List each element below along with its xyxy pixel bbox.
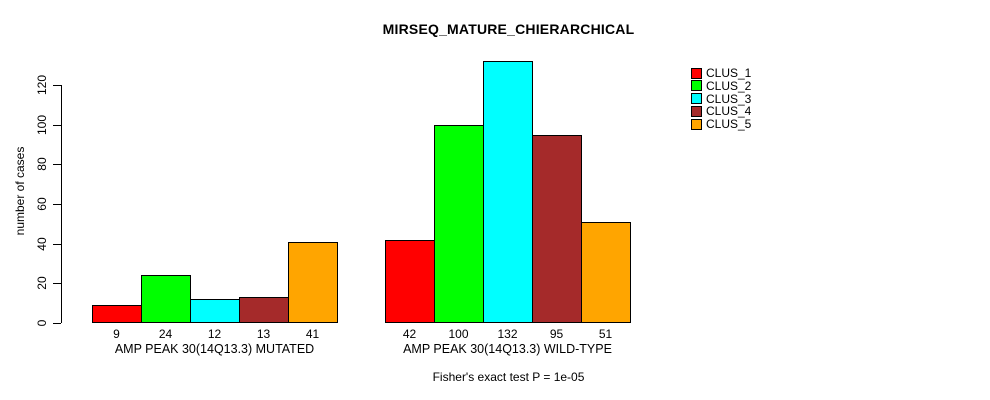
bar-value-label: 100 — [448, 327, 469, 341]
bar-clus_1 — [385, 240, 435, 323]
y-axis-title: number of cases — [13, 146, 27, 236]
bar-value-label: 51 — [598, 327, 613, 341]
chart-title: MIRSEQ_MATURE_CHIERARCHICAL — [382, 21, 635, 37]
legend-label-clus_2: CLUS_2 — [706, 79, 752, 93]
legend-label-clus_1: CLUS_1 — [706, 66, 752, 80]
legend-label-clus_3: CLUS_3 — [706, 92, 752, 106]
bar-clus_2 — [434, 125, 484, 323]
bar-value-label: 12 — [207, 327, 222, 341]
y-tick-label: 80 — [35, 157, 49, 171]
legend-swatch-clus_1 — [691, 68, 702, 79]
y-tick-mark — [53, 164, 61, 165]
bar-value-label: 9 — [113, 327, 120, 341]
y-tick-label: 0 — [35, 319, 49, 327]
y-tick-mark — [53, 283, 61, 284]
legend-label-clus_4: CLUS_4 — [706, 104, 752, 118]
y-tick-mark — [53, 85, 61, 86]
y-tick-label: 100 — [35, 114, 49, 136]
x-category-label: AMP PEAK 30(14Q13.3) WILD-TYPE — [403, 342, 612, 356]
legend-swatch-clus_2 — [691, 80, 702, 91]
y-tick-label: 60 — [35, 197, 49, 211]
bar-clus_5 — [581, 222, 631, 323]
y-tick-mark — [53, 323, 61, 324]
bar-value-label: 24 — [158, 327, 173, 341]
legend-swatch-clus_3 — [691, 93, 702, 104]
bar-clus_2 — [141, 275, 191, 323]
bar-value-label: 41 — [305, 327, 320, 341]
y-tick-label: 20 — [35, 276, 49, 290]
y-tick-mark — [53, 244, 61, 245]
bar-clus_3 — [190, 299, 240, 323]
bar-clus_1 — [92, 305, 142, 323]
bar-value-label: 13 — [256, 327, 271, 341]
y-axis-line — [61, 85, 62, 323]
x-category-label: AMP PEAK 30(14Q13.3) MUTATED — [114, 342, 315, 356]
bar-value-label: 42 — [402, 327, 417, 341]
footer-annotation: Fisher's exact test P = 1e-05 — [432, 370, 585, 384]
bar-clus_4 — [532, 135, 582, 323]
legend-label-clus_5: CLUS_5 — [706, 117, 752, 131]
y-tick-mark — [53, 204, 61, 205]
legend-swatch-clus_5 — [691, 119, 702, 130]
bar-value-label: 95 — [549, 327, 564, 341]
y-tick-label: 40 — [35, 237, 49, 251]
y-tick-mark — [53, 125, 61, 126]
bar-clus_3 — [483, 61, 533, 323]
y-tick-label: 120 — [35, 74, 49, 96]
bar-clus_4 — [239, 297, 289, 323]
legend-swatch-clus_4 — [691, 106, 702, 117]
bar-clus_5 — [288, 242, 338, 323]
bar-value-label: 132 — [497, 327, 518, 341]
